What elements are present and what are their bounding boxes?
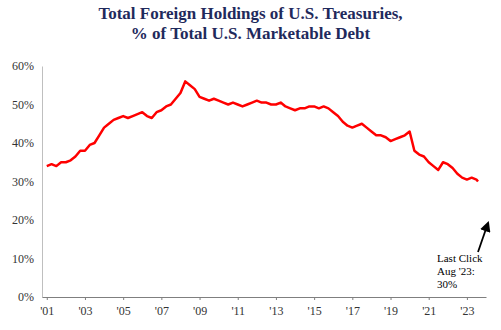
x-tick: '03	[78, 297, 92, 318]
x-tick: '15	[308, 297, 322, 318]
x-tick-label: '13	[269, 304, 283, 318]
x-tick-label: '09	[193, 304, 207, 318]
x-tick-label: '19	[384, 304, 398, 318]
x-tick-mark	[314, 297, 315, 300]
title-group: Total Foreign Holdings of U.S. Treasurie…	[98, 4, 402, 43]
x-tick-mark	[276, 297, 277, 300]
chart: Total Foreign Holdings of U.S. Treasurie…	[0, 0, 501, 330]
x-tick: '13	[269, 297, 283, 318]
y-tick: 50%	[12, 98, 42, 112]
x-tick-mark	[352, 297, 353, 300]
x-tick: '23	[460, 297, 474, 318]
x-tick-label: '21	[422, 304, 436, 318]
x-tick-mark	[238, 297, 239, 300]
x-tick: '17	[346, 297, 360, 318]
x-tick-label: '05	[117, 304, 131, 318]
plot-area	[47, 81, 478, 181]
annotation-text: Aug '23:	[437, 265, 475, 277]
x-tick-label: '23	[460, 304, 474, 318]
y-tick: 20%	[12, 213, 42, 227]
x-axis: '01 '03 '05 '07 '09 '11 '13 '15 '17 '19 '21 '23	[40, 297, 486, 318]
y-tick: 30%	[12, 175, 42, 189]
x-axis-line	[43, 297, 487, 298]
x-tick-label: '11	[231, 304, 245, 318]
y-tick-label: 10%	[12, 252, 34, 266]
y-tick-label: 0%	[18, 290, 34, 304]
y-tick: 0%	[18, 290, 42, 304]
x-tick: '19	[384, 297, 398, 318]
x-tick: '01	[40, 297, 54, 318]
y-tick-label: 40%	[12, 136, 34, 150]
x-tick-mark	[161, 297, 162, 300]
annotation-arrow	[478, 226, 487, 252]
x-tick: '07	[155, 297, 169, 318]
y-tick-label: 30%	[12, 175, 34, 189]
annotation-text: 30%	[437, 278, 457, 290]
x-tick-mark	[429, 297, 430, 300]
data-line	[47, 81, 478, 181]
annotation-background	[434, 250, 490, 292]
x-tick-label: '03	[78, 304, 92, 318]
y-axis-line	[42, 67, 43, 298]
title: % of Total U.S. Marketable Debt	[131, 24, 371, 43]
y-tick: 10%	[12, 252, 42, 266]
y-tick-label: 60%	[12, 59, 34, 73]
x-tick-mark	[391, 297, 392, 300]
y-tick: 60%	[12, 59, 42, 73]
y-tick-label: 20%	[12, 213, 34, 227]
x-tick-mark	[123, 297, 124, 300]
title: Total Foreign Holdings of U.S. Treasurie…	[98, 4, 402, 23]
x-tick: '05	[117, 297, 131, 318]
x-tick-label: '07	[155, 304, 169, 318]
y-tick-label: 50%	[12, 98, 34, 112]
x-tick-mark	[85, 297, 86, 300]
y-tick: 40%	[12, 136, 42, 150]
x-tick-label: '01	[40, 304, 54, 318]
x-tick: '21	[422, 297, 436, 318]
x-tick-mark	[200, 297, 201, 300]
y-axis: 0% 10% 20% 30% 40% 50% 60%	[12, 59, 43, 304]
x-tick-mark	[47, 297, 48, 300]
x-tick-label: '15	[308, 304, 322, 318]
x-tick: '11	[231, 297, 245, 318]
x-tick-mark	[467, 297, 468, 300]
annotation-text: Last Click	[437, 252, 483, 264]
x-tick: '09	[193, 297, 207, 318]
x-tick-label: '17	[346, 304, 360, 318]
annotation: Last ClickAug '23:30%	[434, 226, 490, 292]
